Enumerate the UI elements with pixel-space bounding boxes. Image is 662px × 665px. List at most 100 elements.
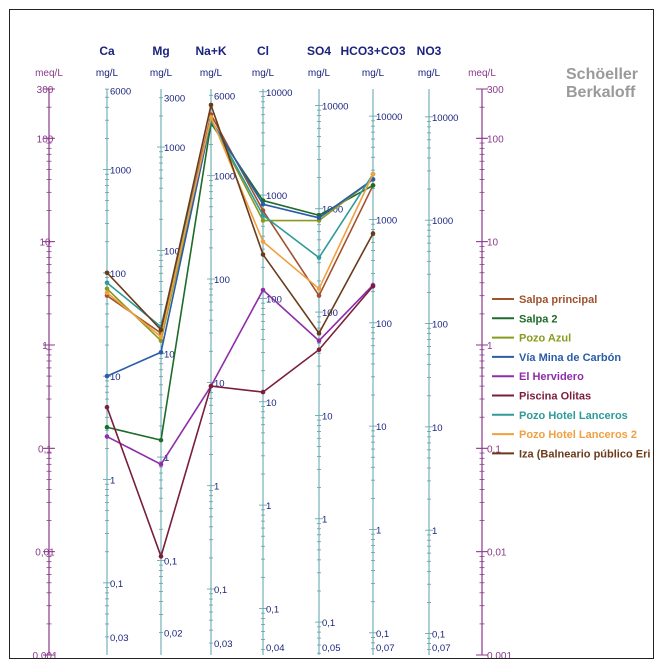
series-point	[208, 102, 214, 108]
ion-scale-label: 0,1	[322, 618, 335, 629]
ion-scale-label: 1	[266, 501, 271, 512]
legend-label: Salpa 2	[519, 313, 558, 325]
series-point	[316, 338, 322, 344]
series-point	[104, 434, 110, 439]
ion-scale-label: 3000	[164, 94, 185, 105]
legend-label: Iza (Balneario público Eri	[519, 448, 650, 460]
ion-scale-label: 0,03	[214, 639, 233, 650]
ion-scale-label: 100	[164, 246, 180, 257]
ion-scale-label: 10	[432, 423, 443, 434]
meq-axis-header: meq/L	[468, 68, 496, 79]
ion-header: HCO3+CO3	[340, 44, 405, 58]
ion-unit: mg/L	[418, 68, 441, 79]
meq-tick-label: 0,001	[32, 651, 57, 659]
ion-header: Mg	[152, 44, 169, 58]
series-point	[104, 373, 110, 379]
series-point	[208, 114, 214, 120]
meq-tick-label: 300	[487, 85, 504, 96]
ion-scale-label: 1000	[110, 166, 131, 177]
ion-scale-label: 0,1	[266, 604, 279, 615]
ion-scale-label: 100	[376, 319, 392, 330]
series-point	[370, 183, 376, 188]
ion-unit: mg/L	[150, 68, 173, 79]
ion-scale-label: 1	[164, 453, 169, 464]
ion-scale-label: 0,1	[214, 585, 227, 596]
meq-tick-label: 100	[487, 134, 504, 145]
ion-scale-label: 1	[214, 482, 219, 493]
ion-scale-label: 0,1	[432, 630, 445, 641]
ion-scale-label: 1	[110, 476, 115, 487]
series-line	[106, 102, 374, 335]
series-line	[106, 114, 374, 339]
ion-unit: mg/L	[362, 68, 385, 79]
ion-scale-label: 10000	[376, 112, 402, 123]
meq-tick-label: 1	[487, 341, 493, 352]
ion-scale-label: 6000	[110, 87, 131, 98]
series-point	[316, 215, 322, 221]
ion-scale-label: 1	[432, 526, 437, 537]
meq-tick-label: 10	[487, 238, 499, 249]
ion-scale-label: 1	[322, 515, 327, 526]
legend-label: Pozo Hotel Lanceros	[519, 410, 628, 422]
ion-scale-label: 1	[376, 525, 381, 536]
series-line	[106, 117, 374, 343]
meq-tick-label: 0,1	[487, 444, 501, 455]
series-line	[106, 285, 374, 559]
legend-label: Pozo Azul	[519, 333, 571, 345]
ion-header: NO3	[417, 44, 442, 58]
series-point	[208, 383, 214, 389]
ion-scale-label: 0,07	[432, 643, 451, 654]
ion-unit: mg/L	[308, 68, 331, 79]
ion-scale-label: 10	[266, 398, 277, 409]
meq-tick-label: 0,1	[38, 444, 52, 455]
series-line	[106, 112, 374, 335]
series-point	[104, 404, 110, 410]
title-line-1: Schöeller	[566, 66, 639, 83]
ion-scale-label: 10	[164, 350, 175, 361]
series-point	[260, 389, 266, 395]
legend-label: Pozo Hotel Lanceros 2	[519, 429, 637, 441]
series-point	[104, 290, 110, 296]
series-point	[316, 286, 322, 292]
series-point	[316, 255, 322, 260]
ion-scale-label: 0,1	[110, 579, 123, 590]
ion-scale-label: 0,04	[266, 643, 285, 654]
meq-tick-label: 0,01	[487, 548, 507, 559]
series-point	[158, 349, 164, 355]
series-point	[260, 239, 266, 244]
series-line	[106, 284, 374, 466]
title-line-2: Berkaloff	[566, 84, 636, 101]
meq-tick-label: 100	[37, 134, 54, 145]
ion-scale-label: 0,1	[164, 556, 177, 567]
ion-scale-label: 1000	[164, 143, 185, 154]
ion-scale-label: 10	[214, 378, 225, 389]
meq-tick-label: 0,01	[35, 548, 55, 559]
ion-scale-label: 10000	[322, 101, 348, 112]
series-line	[106, 117, 374, 329]
series-point	[158, 462, 164, 467]
ion-scale-label: 1000	[266, 191, 287, 202]
ion-scale-label: 0,02	[164, 629, 183, 640]
series-point	[316, 330, 322, 336]
ion-unit: mg/L	[252, 68, 275, 79]
ion-scale-label: 10000	[432, 113, 458, 124]
ion-scale-label: 1000	[432, 216, 453, 227]
ion-scale-label: 1000	[376, 215, 397, 226]
ion-unit: mg/L	[200, 68, 223, 79]
series-point	[260, 212, 266, 218]
ion-scale-label: 100	[214, 275, 230, 286]
series-point	[158, 437, 164, 443]
series-point	[104, 424, 110, 430]
series-point	[260, 252, 266, 257]
meq-tick-label: 300	[37, 85, 54, 96]
meq-tick-label: 1	[42, 341, 48, 352]
series-point	[158, 327, 164, 333]
series-point	[370, 231, 376, 236]
series-point	[316, 347, 322, 353]
ion-scale-label: 10	[376, 422, 387, 433]
ion-scale-label: 10	[110, 372, 121, 383]
legend-label: Vía Mina de Carbón	[519, 352, 621, 364]
chart-title: Schöeller Berkaloff	[566, 66, 638, 102]
series-point	[158, 554, 164, 559]
legend-label: Salpa principal	[519, 294, 597, 306]
